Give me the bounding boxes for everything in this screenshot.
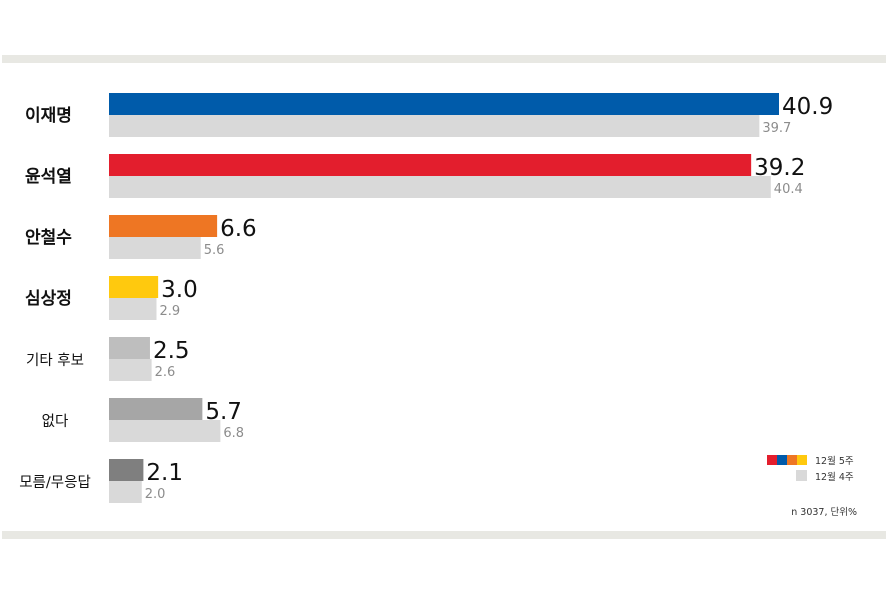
value-label-current: 6.6 <box>220 216 257 242</box>
legend-label-current: 12월 5주 <box>815 455 854 467</box>
value-label-current: 5.7 <box>205 399 242 425</box>
legend-label-previous: 12월 4주 <box>815 471 854 483</box>
legend-swatch-segment <box>787 455 797 465</box>
bar-previous <box>109 420 221 442</box>
bar-previous <box>109 115 760 137</box>
value-label-previous: 6.8 <box>223 426 244 441</box>
value-label-current: 39.2 <box>754 155 805 181</box>
bar-current <box>109 398 203 420</box>
category-label: 이재명 <box>25 106 72 126</box>
value-label-current: 2.1 <box>146 460 183 486</box>
value-label-previous: 2.0 <box>145 487 166 502</box>
sample-size-note: n 3037, 단위% <box>791 506 857 518</box>
value-label-previous: 2.6 <box>155 365 176 380</box>
value-label-current: 3.0 <box>161 277 198 303</box>
legend: 12월 5주 12월 4주 <box>767 455 854 483</box>
legend-swatch-segment <box>777 455 787 465</box>
bar-previous <box>109 481 142 503</box>
value-label-current: 2.5 <box>153 338 190 364</box>
bar-previous <box>109 298 157 320</box>
bar-current <box>109 459 144 481</box>
bar-previous <box>109 359 152 381</box>
bottom-band <box>2 531 886 539</box>
bar-current <box>109 276 159 298</box>
legend-swatch-current <box>767 455 807 465</box>
category-label: 안철수 <box>25 228 72 248</box>
bar-current <box>109 215 218 237</box>
bar-current <box>109 93 779 115</box>
category-label: 모름/무응답 <box>19 474 91 491</box>
bar-previous <box>109 176 771 198</box>
value-label-current: 40.9 <box>782 94 833 120</box>
category-label: 윤석열 <box>25 167 72 187</box>
bar-previous <box>109 237 201 259</box>
top-band <box>2 55 886 63</box>
value-label-previous: 40.4 <box>774 182 803 197</box>
value-label-previous: 5.6 <box>204 243 225 258</box>
category-label: 기타 후보 <box>26 352 84 369</box>
legend-swatch-segment <box>797 455 807 465</box>
bar-current <box>109 337 150 359</box>
bar-current <box>109 154 752 176</box>
category-label: 심상정 <box>25 289 72 309</box>
value-label-previous: 2.9 <box>160 304 181 319</box>
value-label-previous: 39.7 <box>762 121 791 136</box>
legend-swatch-previous <box>796 470 807 481</box>
legend-swatch-segment <box>767 455 777 465</box>
category-label: 없다 <box>42 413 69 430</box>
